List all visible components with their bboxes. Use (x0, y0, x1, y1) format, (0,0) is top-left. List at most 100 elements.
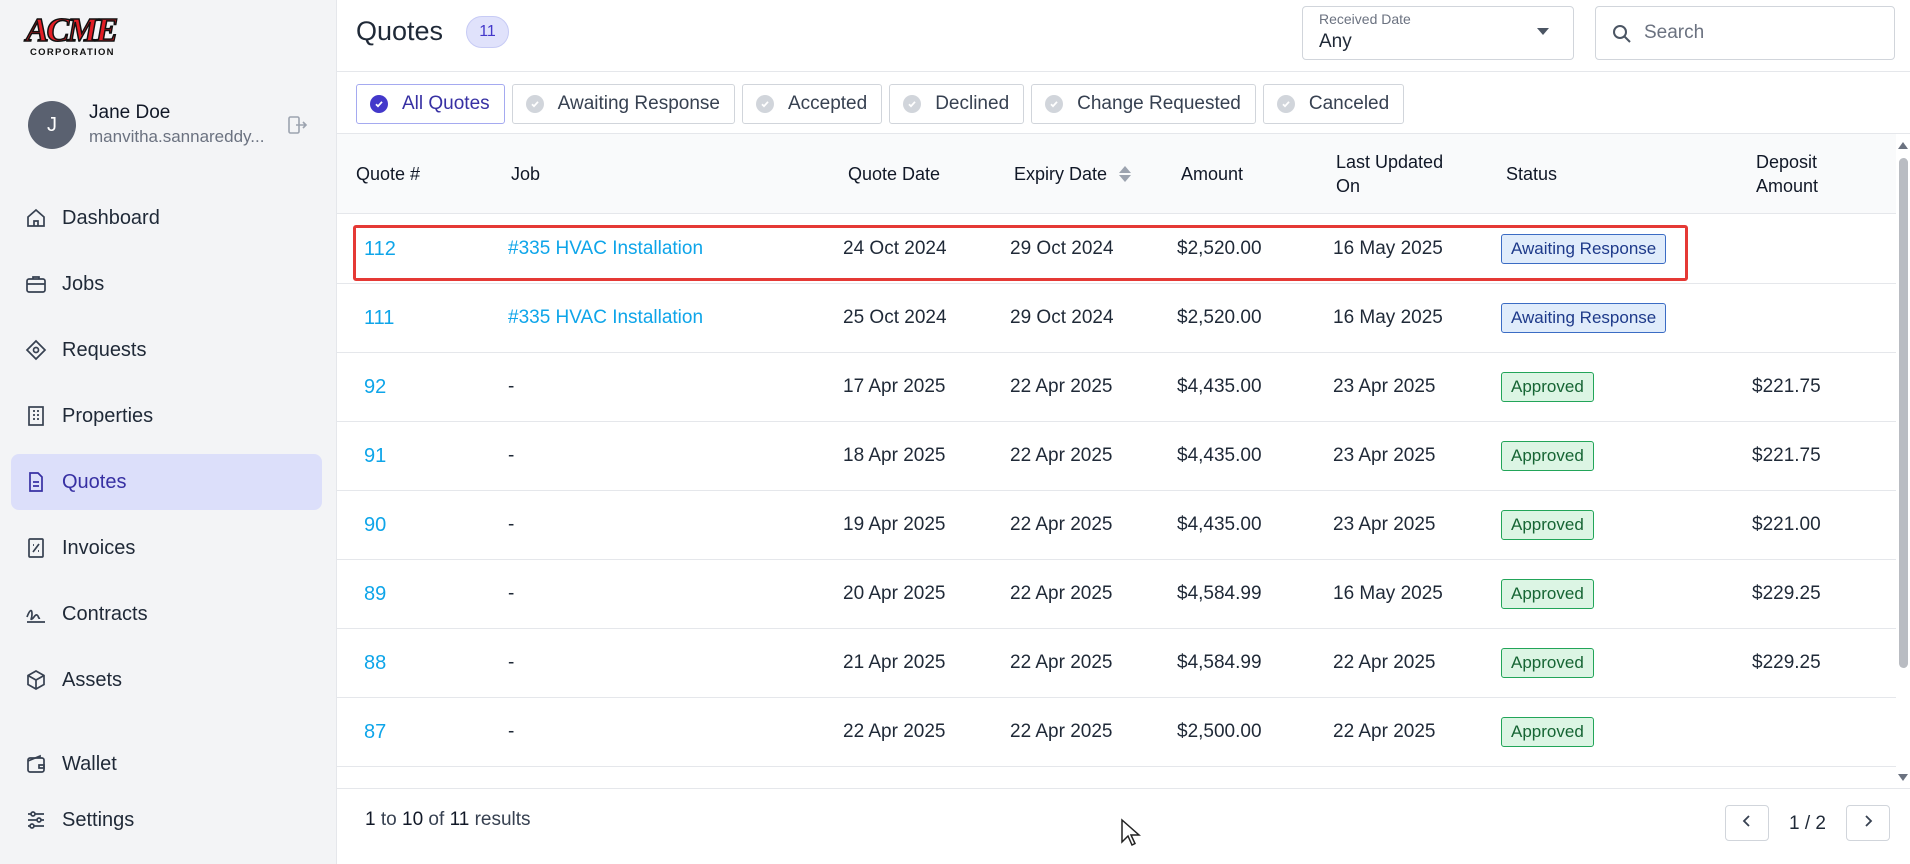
column-header-deposit-amount[interactable]: Deposit Amount (1756, 134, 1818, 214)
logout-icon[interactable] (286, 114, 308, 136)
cell-quote-number[interactable]: 112 (364, 237, 396, 260)
status-badge: Approved (1501, 510, 1594, 540)
cell-amount: $2,520.00 (1177, 307, 1262, 328)
status-badge: Awaiting Response (1501, 234, 1667, 264)
sidebar-item-wallet[interactable]: Wallet (11, 736, 322, 792)
table-row[interactable]: 89 - 20 Apr 2025 22 Apr 2025 $4,584.99 16 May… (337, 560, 1896, 629)
invoice-icon (24, 536, 48, 560)
table-header: Quote # Job Quote Date Expiry Date Amoun… (337, 134, 1896, 214)
filter-label: Canceled (1308, 93, 1390, 114)
column-header-expiry-date[interactable]: Expiry Date (1014, 134, 1132, 214)
column-header-last-updated[interactable]: Last Updated On (1336, 134, 1443, 214)
cell-quote-date: 19 Apr 2025 (843, 514, 946, 535)
table-row[interactable]: 90 - 19 Apr 2025 22 Apr 2025 $4,435.00 23 Apr… (337, 491, 1896, 560)
filter-awaiting-response[interactable]: Awaiting Response (511, 84, 735, 124)
cell-last-updated: 16 May 2025 (1333, 307, 1443, 328)
results-text: of (428, 809, 445, 830)
cube-icon (24, 668, 48, 692)
logo-text: ACME (25, 12, 119, 49)
sidebar-item-invoices[interactable]: Invoices (11, 520, 322, 576)
sidebar-item-label: Dashboard (62, 206, 160, 229)
acme-logo[interactable]: ACME CORPORATION (25, 12, 128, 60)
filter-canceled[interactable]: Canceled (1262, 84, 1405, 124)
filter-label: Awaiting Response (557, 93, 720, 114)
column-header-quote-date[interactable]: Quote Date (848, 164, 941, 184)
table-row[interactable]: 91 - 18 Apr 2025 22 Apr 2025 $4,435.00 23 Apr… (337, 422, 1896, 491)
scrollbar-thumb[interactable] (1899, 158, 1908, 668)
filter-change-requested[interactable]: Change Requested (1031, 84, 1256, 124)
cell-quote-number[interactable]: 111 (364, 306, 395, 329)
cell-status: Awaiting Response (1501, 284, 1667, 352)
cell-amount: $4,435.00 (1177, 376, 1262, 397)
cell-quote-number[interactable]: 90 (364, 513, 387, 536)
cell-deposit: $229.25 (1752, 583, 1821, 604)
sidebar-item-quotes[interactable]: Quotes (11, 454, 322, 510)
cell-last-updated: 23 Apr 2025 (1333, 445, 1436, 466)
sort-icon[interactable] (1119, 166, 1132, 182)
check-circle-icon (903, 95, 922, 113)
table-row[interactable]: 88 - 21 Apr 2025 22 Apr 2025 $4,584.99 22 Apr… (337, 629, 1896, 698)
cell-quote-number[interactable]: 88 (364, 651, 387, 674)
cell-job: - (508, 583, 515, 604)
cell-last-updated: 22 Apr 2025 (1333, 721, 1436, 742)
filter-declined[interactable]: Declined (889, 84, 1025, 124)
search-box[interactable] (1595, 6, 1895, 60)
cell-job: - (508, 721, 515, 742)
user-name: Jane Doe (89, 102, 171, 123)
column-header-amount[interactable]: Amount (1181, 164, 1244, 184)
column-header-label: Last Updated (1336, 152, 1444, 172)
previous-page-button[interactable] (1725, 805, 1769, 841)
filter-accepted[interactable]: Accepted (741, 84, 883, 124)
column-header-label: Deposit (1756, 152, 1818, 172)
cell-job[interactable]: #335 HVAC Installation (508, 238, 704, 259)
status-badge: Approved (1501, 372, 1594, 402)
table-row[interactable]: 111 #335 HVAC Installation 25 Oct 2024 29 O… (337, 284, 1896, 353)
sidebar-item-dashboard[interactable]: Dashboard (11, 190, 322, 246)
search-input[interactable] (1644, 17, 1874, 49)
received-date-filter[interactable]: Received Date Any (1302, 6, 1574, 60)
table-row[interactable]: 87 - 22 Apr 2025 22 Apr 2025 $2,500.00 22 Apr… (337, 698, 1896, 767)
cell-status: Approved (1501, 422, 1594, 490)
cell-deposit: $221.75 (1752, 445, 1821, 466)
column-header-status[interactable]: Status (1506, 164, 1558, 184)
sidebar-item-assets[interactable]: Assets (11, 652, 322, 708)
page-title: Quotes (356, 16, 444, 46)
sidebar-item-contracts[interactable]: Contracts (11, 586, 322, 642)
avatar[interactable]: J (28, 101, 76, 149)
filter-label: Accepted (787, 93, 868, 114)
next-page-button[interactable] (1846, 805, 1890, 841)
scroll-down-icon[interactable] (1898, 774, 1908, 781)
scroll-up-icon[interactable] (1898, 142, 1908, 149)
chevron-right-icon (1861, 814, 1875, 833)
briefcase-icon (24, 272, 48, 296)
cell-amount: $4,435.00 (1177, 445, 1262, 466)
table-row[interactable]: 92 - 17 Apr 2025 22 Apr 2025 $4,435.00 23 Apr… (337, 353, 1896, 422)
wallet-icon (24, 752, 48, 776)
cell-quote-date: 18 Apr 2025 (843, 445, 946, 466)
sidebar-item-jobs[interactable]: Jobs (11, 256, 322, 312)
cell-quote-number[interactable]: 87 (364, 720, 387, 743)
sidebar-item-settings[interactable]: Settings (11, 792, 322, 848)
sidebar-item-label: Properties (62, 404, 154, 427)
sidebar-item-label: Invoices (62, 536, 136, 559)
column-header-quote[interactable]: Quote # (356, 164, 421, 184)
sidebar-item-requests[interactable]: Requests (11, 322, 322, 378)
cell-quote-date: 24 Oct 2024 (843, 238, 947, 259)
results-text: results (474, 809, 531, 830)
check-circle-icon (755, 95, 774, 113)
cell-quote-number[interactable]: 91 (364, 444, 387, 467)
pagination-footer: 1 to 10 of 11 results 1 / 2 (337, 788, 1910, 864)
status-badge: Awaiting Response (1501, 303, 1667, 333)
check-circle-icon (1045, 95, 1064, 113)
cell-quote-number[interactable]: 92 (364, 375, 387, 398)
table-scrollbar[interactable] (1896, 134, 1910, 788)
cell-quote-number[interactable]: 89 (364, 582, 387, 605)
search-icon (1612, 24, 1632, 44)
column-header-job[interactable]: Job (511, 164, 541, 184)
sidebar-item-label: Settings (62, 808, 135, 831)
cell-job[interactable]: #335 HVAC Installation (508, 307, 704, 328)
filter-all-quotes[interactable]: All Quotes (356, 84, 505, 124)
table-row[interactable]: 112 #335 HVAC Installation 24 Oct 2024 29 O… (337, 215, 1896, 284)
sidebar: ACME CORPORATION J Jane Doe manvitha.san… (0, 0, 337, 864)
sidebar-item-properties[interactable]: Properties (11, 388, 322, 444)
